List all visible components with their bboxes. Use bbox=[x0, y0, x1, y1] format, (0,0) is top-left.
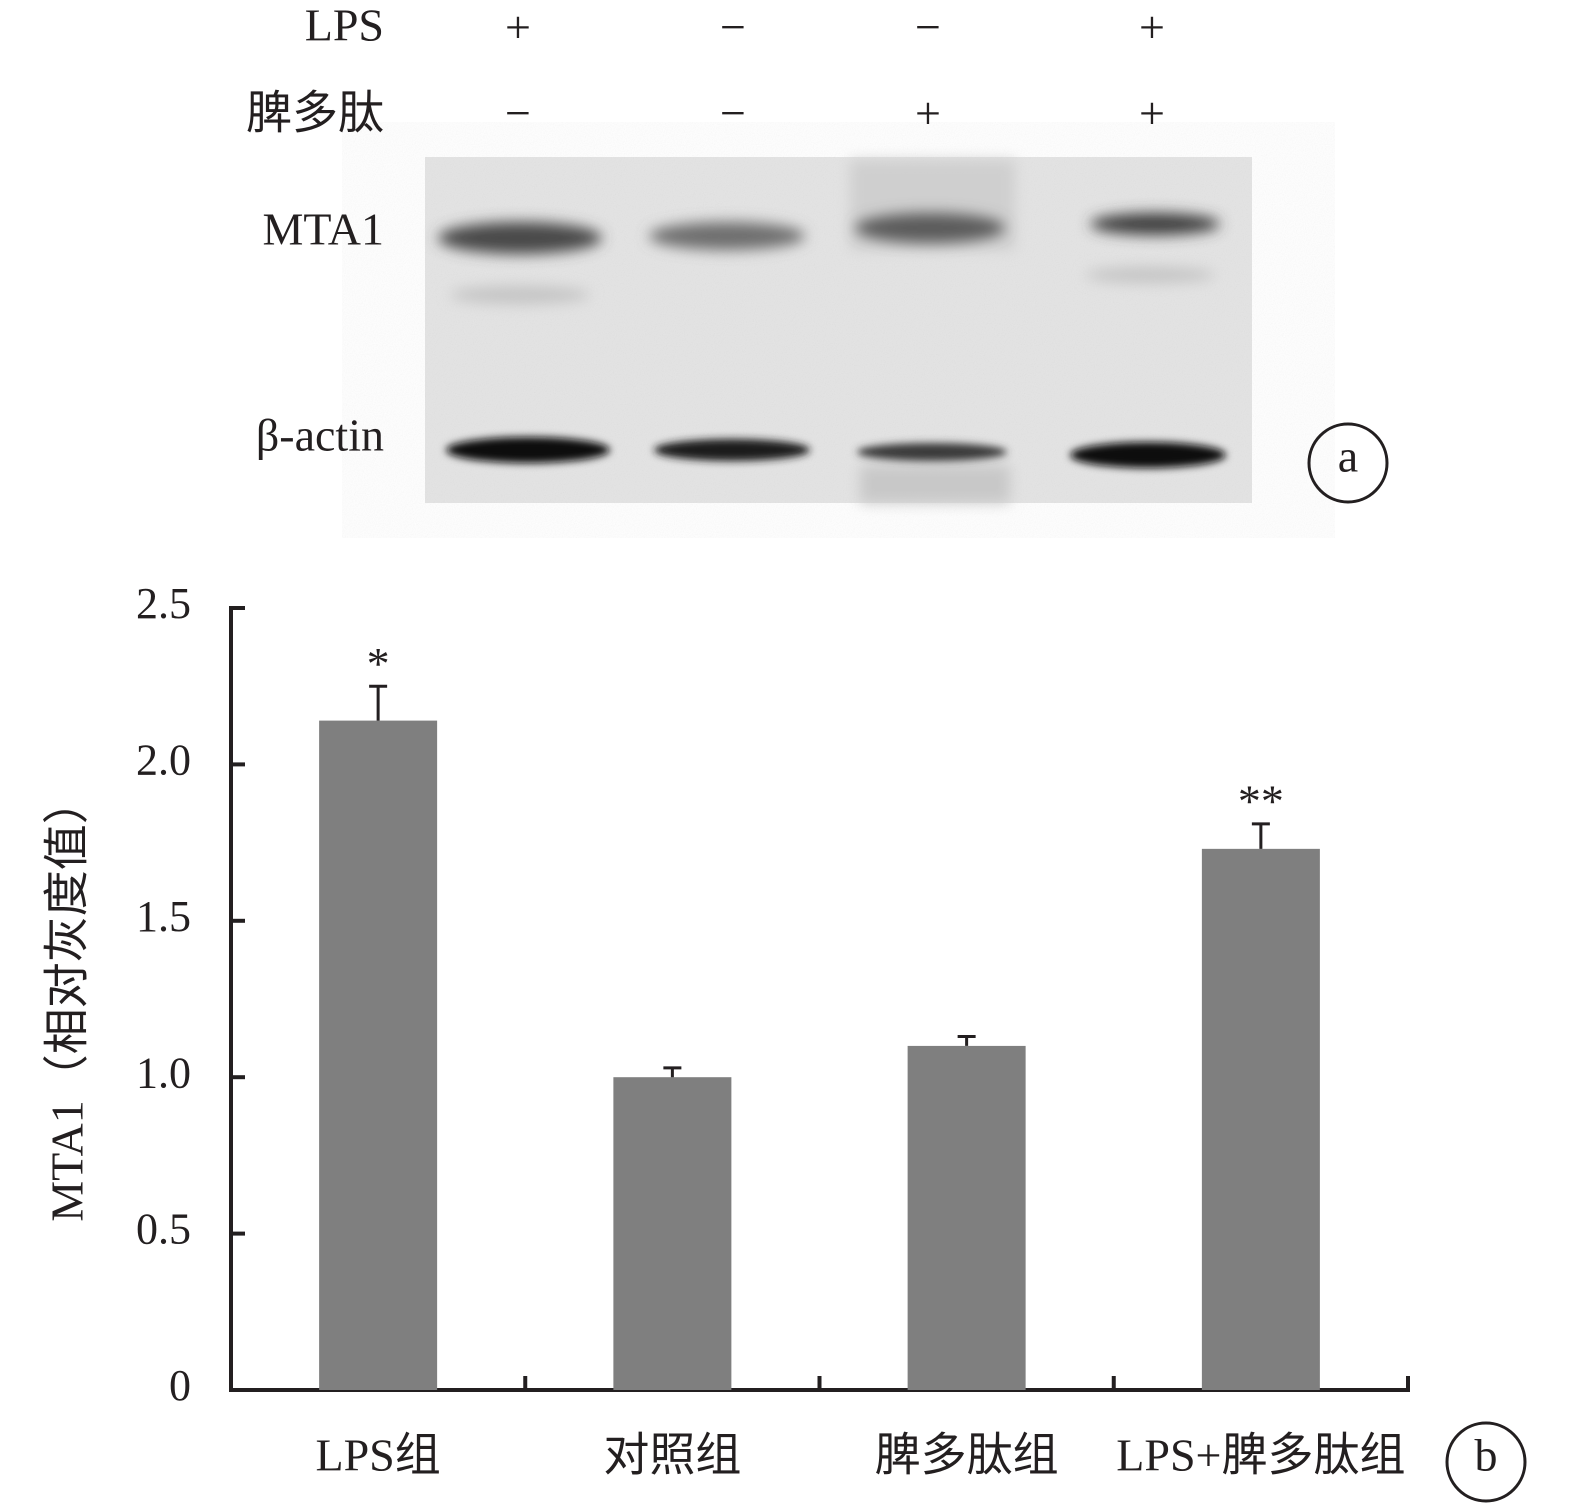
sign: − bbox=[505, 88, 531, 139]
panel-circle bbox=[1307, 422, 1389, 504]
bar bbox=[907, 1045, 1026, 1390]
band-label: MTA1 bbox=[262, 204, 384, 255]
y-axis-title: MTA1（相对灰度值） bbox=[42, 778, 93, 1222]
x-tick-label: 对照组 bbox=[603, 1430, 741, 1481]
x-tick-label: LPS组 bbox=[315, 1430, 440, 1481]
blot-image bbox=[425, 157, 1252, 503]
bar bbox=[319, 720, 438, 1390]
sign: + bbox=[1139, 2, 1165, 53]
sign: − bbox=[720, 88, 746, 139]
band-label: β-actin bbox=[256, 410, 384, 461]
row-label: 脾多肽 bbox=[246, 88, 384, 139]
bar bbox=[613, 1077, 732, 1390]
bar bbox=[1201, 848, 1320, 1390]
y-tick-label: 1.5 bbox=[136, 892, 191, 941]
significance: ** bbox=[1238, 775, 1284, 826]
y-tick-label: 2.0 bbox=[136, 735, 191, 784]
sign: − bbox=[720, 2, 746, 53]
significance: * bbox=[367, 638, 390, 689]
x-tick-label: LPS+脾多肽组 bbox=[1116, 1430, 1405, 1481]
error-bar bbox=[369, 684, 388, 721]
row-label: LPS bbox=[305, 0, 384, 51]
sign: − bbox=[915, 2, 941, 53]
y-tick-label: 2.5 bbox=[136, 579, 191, 628]
error-bar bbox=[663, 1066, 682, 1078]
x-tick-label: 脾多肽组 bbox=[875, 1430, 1059, 1481]
y-tick-label: 1.0 bbox=[136, 1048, 191, 1097]
y-tick-label: 0 bbox=[169, 1361, 191, 1410]
sign: + bbox=[505, 2, 531, 53]
sign: + bbox=[915, 88, 941, 139]
error-bar bbox=[957, 1035, 976, 1046]
error-bar bbox=[1251, 822, 1270, 849]
panel-circle bbox=[1445, 1421, 1527, 1503]
sign: + bbox=[1139, 88, 1165, 139]
panel-label: b bbox=[1475, 1430, 1498, 1481]
y-tick-label: 0.5 bbox=[136, 1205, 191, 1254]
panel-label: a bbox=[1338, 431, 1358, 482]
